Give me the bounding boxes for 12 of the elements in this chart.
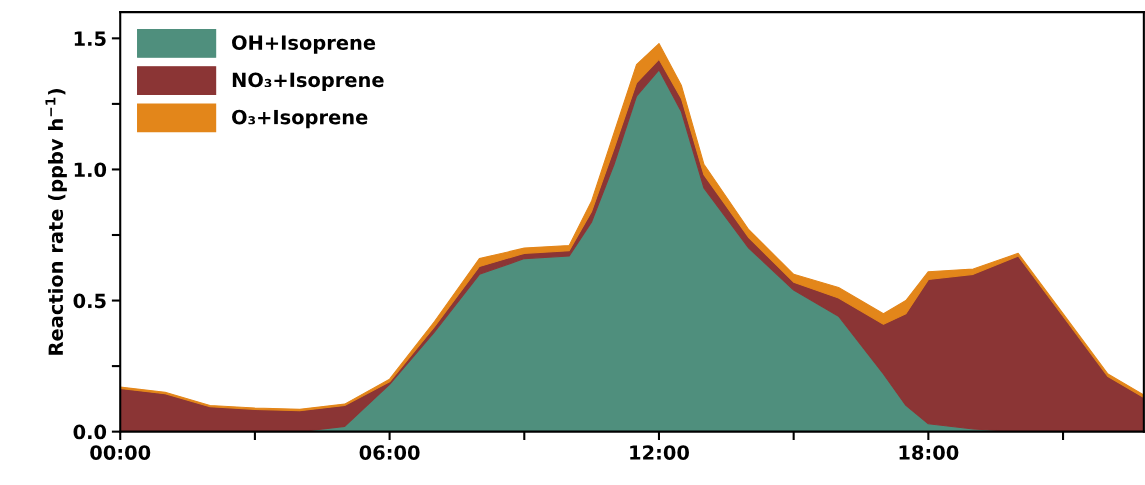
legend-label: OH+Isoprene	[232, 35, 376, 54]
legend-label: O₃+Isoprene	[232, 109, 368, 129]
legend-label: NO₃+Isoprene	[232, 72, 384, 91]
y-tick-label: 0.0	[73, 424, 107, 440]
x-tick-label: 00:00	[90, 445, 151, 460]
y-tick-label: 1.0	[74, 162, 107, 178]
y-tick-label: 1.5	[74, 31, 106, 47]
x-tick-label: 06:00	[359, 445, 420, 460]
x-tick-label: 12:00	[630, 445, 689, 460]
x-tick-label: 18:00	[899, 445, 959, 460]
y-axis-title: Reaction rate (ppbv h$^{−1}$)	[45, 89, 67, 355]
y-tick-label: 0.5	[73, 293, 106, 309]
